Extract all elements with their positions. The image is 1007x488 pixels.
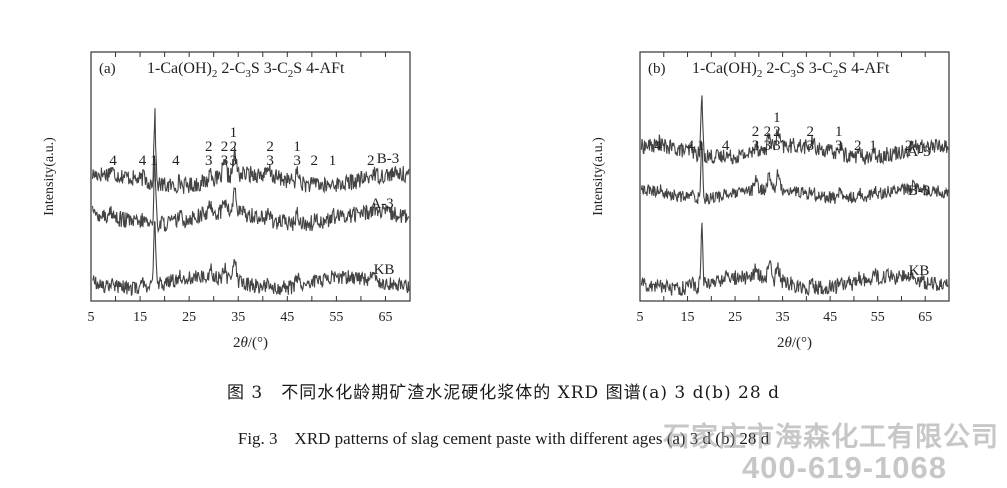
x-tick-label: 65 — [918, 310, 932, 325]
x-axis-label: 2θ/(°) — [233, 335, 268, 351]
peak-annotation: 3 — [221, 153, 229, 169]
plot-frame — [90, 51, 411, 302]
legend-text: 1-Ca(OH)2 2-C3S 3-C2S 4-AFt — [147, 60, 345, 80]
x-tick-label: 45 — [823, 310, 837, 325]
peak-annotation: 1 — [293, 139, 301, 155]
peak-annotation: 2 — [806, 124, 814, 140]
legend-text: 1-Ca(OH)2 2-C3S 3-C2S 4-AFt — [692, 60, 890, 80]
peak-annotation: 2 — [905, 138, 913, 154]
peak-annotation: 1 — [329, 153, 337, 169]
caption-english: Fig. 3 XRD patterns of slag cement paste… — [237, 429, 770, 448]
x-tick-label: 35 — [776, 310, 790, 325]
peak-annotation: 2 — [205, 139, 213, 155]
series-label: B-3 — [377, 151, 400, 167]
x-tick-label: 45 — [280, 310, 294, 325]
xrd-figure: 5 15 25 35 45 55 65(a) 1-Ca(OH)2 2-C3S 3-C2S 4-… — [42, 51, 950, 351]
peak-annotation: 4 — [139, 153, 147, 169]
peak-annotation: 1 — [835, 124, 843, 140]
peak-annotation: 1 — [150, 153, 158, 169]
xrd-panel-1: 5 15 25 35 45 55 65 (b) 1-Ca(OH)2 2-C3S 3-C2S 4-… — [591, 51, 950, 351]
peak-annotation: 2 — [311, 153, 319, 169]
x-tick-label: 15 — [681, 310, 695, 325]
series-label: A-3 — [907, 144, 930, 160]
watermark-company: 石家庄市海森化工有限公司 — [663, 422, 999, 452]
y-axis-label: Intensity(a.u.) — [42, 137, 57, 216]
peak-annotation: 2 — [854, 138, 862, 154]
peak-annotation: 4 — [654, 138, 662, 154]
peak-annotation: 2 — [367, 153, 375, 169]
panel-label: (b) — [648, 61, 666, 77]
x-tick-label: 5 — [637, 310, 644, 325]
watermark-phone: 400-619-1068 — [741, 450, 947, 485]
peak-annotation: 1 — [869, 138, 877, 154]
peak-annotation: 1 — [697, 138, 705, 154]
y-axis-label: Intensity(a.u.) — [591, 137, 606, 216]
peak-annotation: 3 — [230, 153, 238, 169]
series-line-b-3 — [91, 108, 410, 194]
series-line-a-3 — [640, 95, 949, 165]
peak-annotation: 3 — [773, 138, 781, 154]
peak-annotation: 2 — [764, 124, 772, 140]
x-axis-label: 2θ/(°) — [777, 335, 812, 351]
peak-annotation: 3 — [205, 153, 213, 169]
peak-annotation: 3 — [293, 153, 301, 169]
plot-frame — [639, 51, 950, 302]
peak-annotation: 4 — [722, 138, 730, 154]
series-line-a-3 — [91, 155, 410, 234]
series-label: B-3 — [908, 183, 931, 199]
peak-annotation: 2 — [266, 139, 274, 155]
peak-annotation: 3 — [835, 138, 843, 154]
peak-annotation: 4 — [687, 138, 695, 154]
peak-annotation: 3 — [266, 153, 274, 169]
panel-label: (a) — [99, 61, 116, 77]
x-tick-label: 55 — [871, 310, 885, 325]
peak-annotation: 2 — [221, 139, 229, 155]
peak-annotation: 2 — [752, 124, 760, 140]
peak-annotation: 3 — [752, 138, 760, 154]
series-line-kb — [92, 221, 410, 297]
peak-annotation: 1 — [773, 110, 781, 126]
series-label: A-3 — [370, 196, 393, 212]
series-label: KB — [374, 262, 395, 278]
peak-annotation: 1 — [230, 125, 238, 141]
peak-annotation: 4 — [172, 153, 180, 169]
x-tick-label: 35 — [231, 310, 245, 325]
x-tick-label: 25 — [182, 310, 196, 325]
peak-annotation: 3 — [764, 138, 772, 154]
series-line-b-3 — [640, 142, 949, 205]
series-label: KB — [909, 263, 930, 279]
peak-annotation: 2 — [773, 124, 781, 140]
x-tick-label: 25 — [728, 310, 742, 325]
peak-annotation: 2 — [230, 139, 238, 155]
peak-annotation: 3 — [806, 138, 814, 154]
xrd-panel-0: 5 15 25 35 45 55 65 (a) 1-Ca(OH)2 2-C3S 3-C2S 4-… — [42, 51, 411, 351]
x-tick-label: 65 — [378, 310, 392, 325]
peak-annotation: 4 — [109, 153, 117, 169]
x-tick-label: 5 — [88, 310, 95, 325]
x-tick-label: 55 — [329, 310, 343, 325]
series-line-kb — [640, 222, 949, 297]
caption-chinese: 图 3 不同水化龄期矿渣水泥硬化浆体的 XRD 图谱(a) 3 d(b) 28 … — [227, 383, 780, 403]
x-tick-label: 15 — [133, 310, 147, 325]
